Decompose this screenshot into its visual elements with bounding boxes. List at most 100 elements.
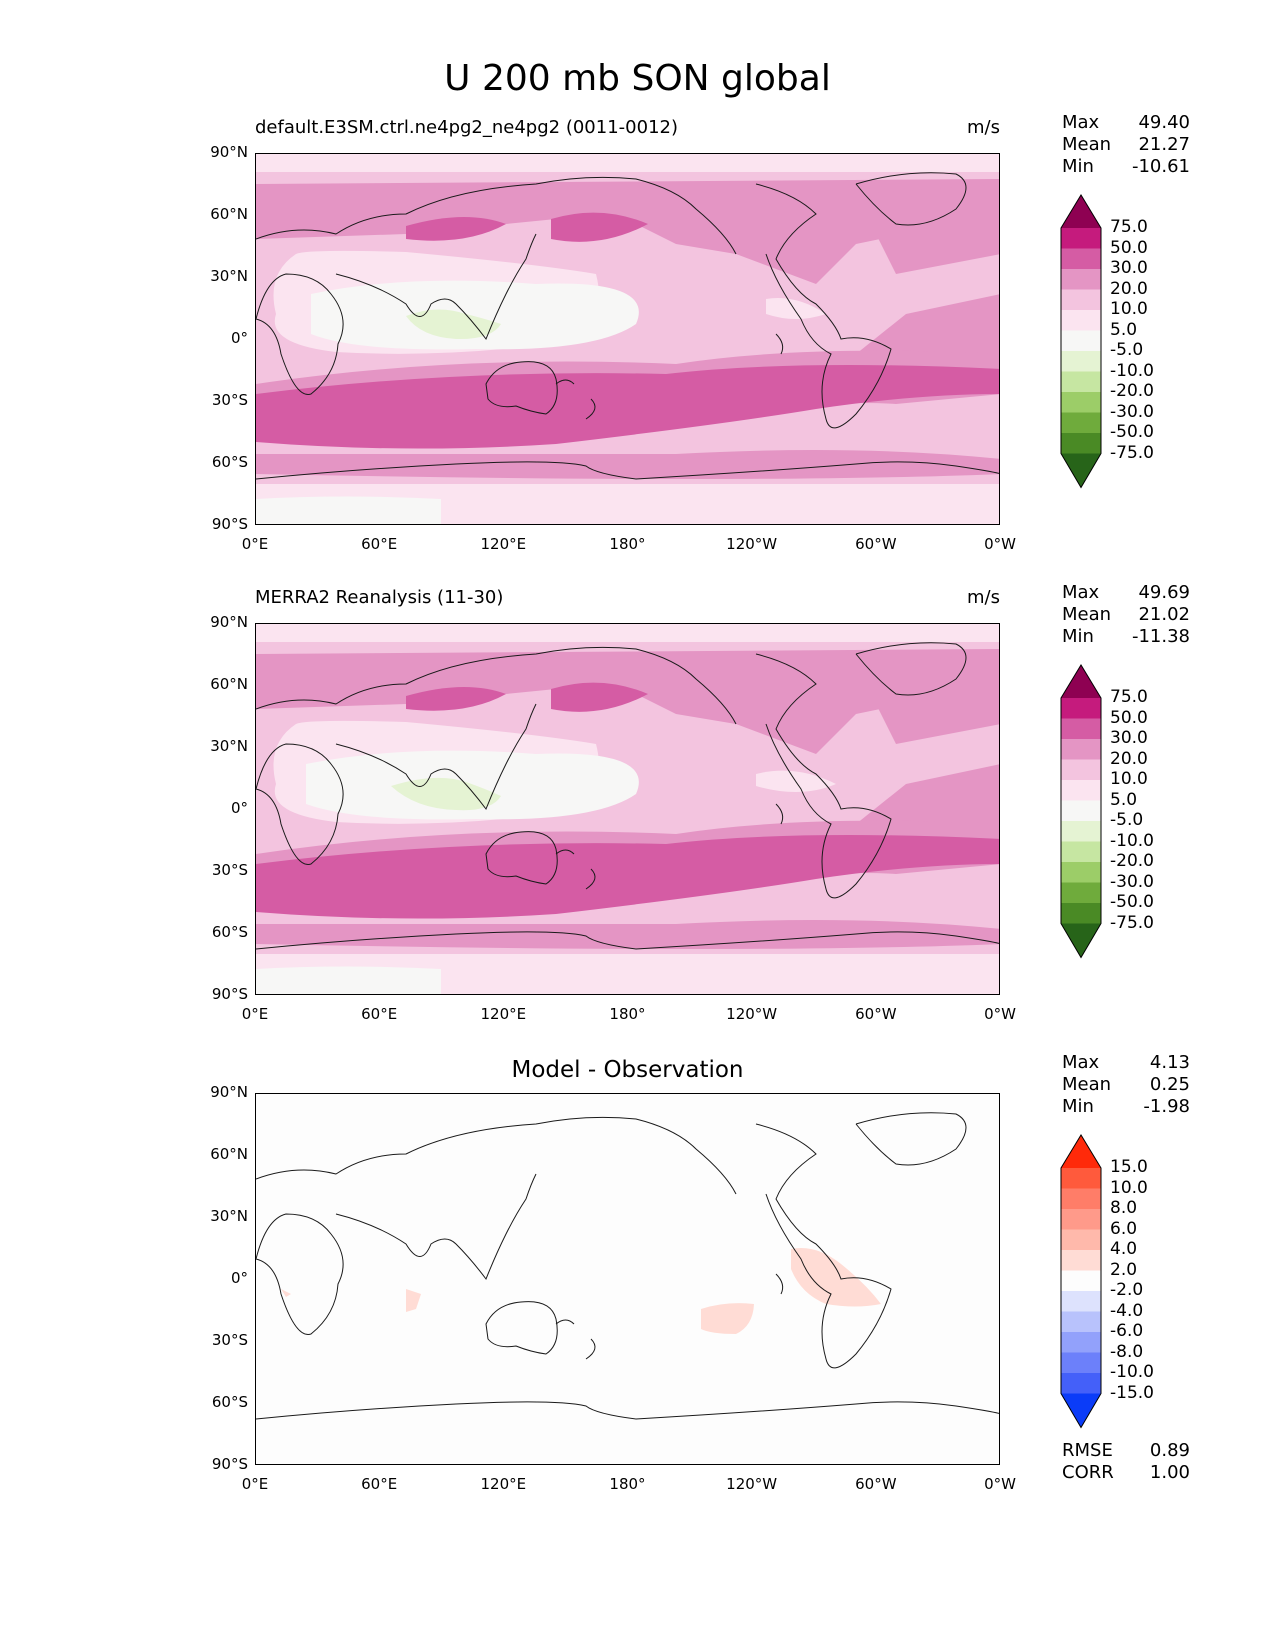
panel3-map [255,1093,1000,1465]
lon-tick-label: 0°E [241,1005,269,1023]
lon-tick-label: 0°W [984,1475,1016,1493]
corr-label: CORR [1062,1462,1114,1483]
colorbar-band [1061,1332,1101,1353]
colorbar-tick-label: 20.0 [1110,278,1148,299]
colorbar-svg [1060,194,1102,489]
colorbar-band [1061,1168,1101,1189]
stat-max: 4.13 [1149,1052,1190,1073]
colorbar-band [1061,698,1101,719]
colorbar-tick-label: 8.0 [1110,1198,1138,1218]
colorbar-band [1061,903,1101,924]
colorbar-extend-min [1061,453,1101,488]
colorbar-tick-label: -5.0 [1110,340,1144,360]
panel1-units: m/s [967,117,1000,138]
colorbar-tick-label: -4.0 [1110,1300,1144,1321]
stat-label: Max [1062,582,1100,603]
panel2-colorbar [1060,664,1102,964]
colorbar-band [1061,759,1101,781]
stat-min: -10.61 [1131,156,1190,177]
lon-tick-label: 120°W [726,1475,778,1493]
lat-tick-label: 90°N [210,1083,248,1101]
figure-title: U 200 mb SON global [444,58,831,99]
colorbar-band [1061,1229,1101,1251]
colorbar-svg [1060,664,1102,959]
stat-mean: 0.25 [1149,1074,1190,1095]
lat-tick-label: 90°S [211,515,248,533]
lon-tick-label: 0°E [241,535,269,553]
lon-tick-label: 180° [609,1005,646,1023]
lon-tick-label: 0°W [984,535,1016,553]
lat-tick-label: 60°S [211,1393,248,1411]
colorbar-tick-label: 2.0 [1110,1259,1138,1280]
stat-label: Min [1062,156,1094,177]
colorbar-tick-label: -75.0 [1110,912,1154,933]
colorbar-tick-label: -75.0 [1110,442,1154,463]
panel2-units: m/s [967,587,1000,608]
lon-tick-label: 120°E [480,1005,527,1023]
colorbar-band [1061,1311,1101,1333]
colorbar-band [1061,1270,1101,1292]
lon-tick-label: 60°W [855,1475,897,1493]
lat-tick-label: 30°N [210,737,248,755]
colorbar-band [1061,1209,1101,1230]
panel2-map [255,623,1000,995]
stat-min: -11.38 [1131,626,1190,647]
colorbar-band [1061,248,1101,270]
stat-min: -1.98 [1143,1096,1190,1117]
colorbar-tick-label: -8.0 [1110,1341,1144,1362]
colorbar-extend-max [1061,195,1101,228]
lat-tick-label: 30°S [211,1331,248,1349]
lat-tick-label: 30°N [210,1207,248,1225]
colorbar-band [1061,862,1101,883]
lat-tick-label: 30°S [211,391,248,409]
colorbar-band [1061,1352,1101,1374]
colorbar-tick-label: 10.0 [1110,299,1148,319]
stat-mean: 21.27 [1138,134,1190,155]
colorbar-band [1061,289,1101,311]
lon-tick-label: 120°E [480,535,527,553]
panel1-colorbar [1060,194,1102,494]
lat-tick-label: 90°S [211,985,248,1003]
colorbar-band [1061,1250,1101,1271]
colorbar-band [1061,841,1101,863]
colorbar-tick-label: -10.0 [1110,1362,1154,1382]
colorbar-tick-label: 30.0 [1110,258,1148,278]
lat-tick-label: 0° [230,799,248,817]
lat-tick-label: 0° [230,329,248,347]
colorbar-svg [1060,1134,1102,1429]
panel2-stats: Max 49.69 Mean 21.02 Min -11.38 [1062,582,1190,648]
stat-label: Mean [1062,1074,1112,1095]
colorbar-band [1061,882,1101,904]
colorbar-band [1061,412,1101,434]
panel1-map [255,153,1000,525]
colorbar-tick-label: -30.0 [1110,871,1154,892]
stat-label: Max [1062,1052,1100,1073]
lat-tick-label: 90°N [210,143,248,161]
colorbar-band [1061,800,1101,822]
lat-tick-label: 60°S [211,453,248,471]
panel1-title: default.E3SM.ctrl.ne4pg2_ne4pg2 (0011-00… [255,117,678,138]
lon-tick-label: 0°W [984,1005,1016,1023]
colorbar-tick-label: 20.0 [1110,748,1148,769]
lon-tick-label: 60°E [361,1005,398,1023]
colorbar-tick-label: -6.0 [1110,1321,1144,1341]
lon-tick-label: 180° [609,1475,646,1493]
colorbar-band [1061,310,1101,331]
lon-tick-label: 120°W [726,1005,778,1023]
stat-mean: 21.02 [1138,604,1190,625]
lon-tick-label: 60°E [361,535,398,553]
colorbar-tick-label: -20.0 [1110,381,1154,401]
panel1-stats: Max 49.40 Mean 21.27 Min -10.61 [1062,112,1190,178]
lat-tick-label: 90°N [210,613,248,631]
stat-max: 49.40 [1138,112,1190,133]
stat-label: Mean [1062,134,1112,155]
colorbar-band [1061,351,1101,372]
colorbar-band [1061,718,1101,740]
colorbar-band [1061,392,1101,413]
colorbar-band [1061,433,1101,454]
panel3-stats: Max 4.13 Mean 0.25 Min -1.98 [1062,1052,1190,1118]
colorbar-tick-label: -50.0 [1110,892,1154,912]
colorbar-tick-label: 4.0 [1110,1239,1138,1259]
stat-label: Mean [1062,604,1112,625]
lat-tick-label: 30°S [211,861,248,879]
